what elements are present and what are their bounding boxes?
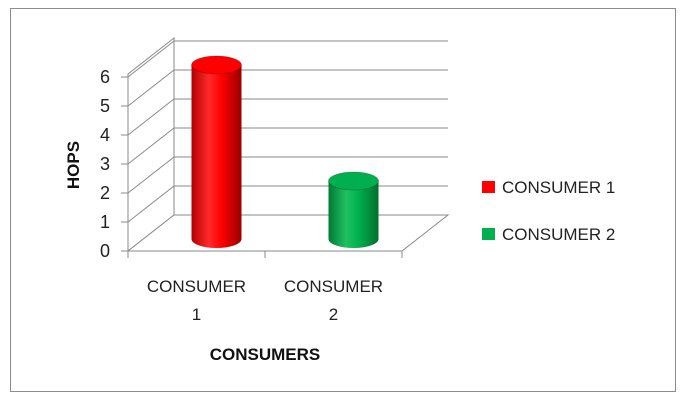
side-wall — [127, 36, 175, 253]
y-tick-label: 2 — [100, 183, 110, 203]
gridline — [127, 156, 448, 194]
y-tick-label: 0 — [100, 241, 110, 261]
y-tick-label: 3 — [100, 154, 110, 174]
x-axis-title: CONSUMERS — [210, 345, 321, 364]
y-tick-label: 4 — [100, 125, 110, 145]
labels-layer: 0 1 2 3 4 5 6 CONSUMER 1 CONSUMER 2 CONSUMERS HOPS — [64, 67, 383, 364]
plot-area — [121, 36, 450, 258]
x-category-label: 1 — [192, 305, 201, 324]
gridline — [127, 127, 448, 165]
legend-swatch — [482, 181, 495, 193]
legend: CONSUMER 1 CONSUMER 2 — [482, 178, 615, 244]
bar-cylinder-top — [191, 55, 242, 75]
legend-label: CONSUMER 2 — [502, 225, 615, 244]
y-tick-label: 6 — [100, 67, 110, 87]
y-tick-label: 1 — [100, 212, 110, 232]
x-category-label: CONSUMER — [147, 277, 246, 296]
y-tick-label: 5 — [100, 96, 110, 116]
legend-label: CONSUMER 1 — [502, 178, 615, 197]
gridline — [127, 98, 448, 136]
bar-cylinder-body — [191, 65, 242, 248]
floor — [126, 214, 450, 252]
bar-cylinder-top — [328, 171, 379, 191]
gridline — [127, 40, 448, 78]
gridline — [127, 69, 448, 107]
bar-cylinder-body — [328, 181, 379, 248]
y-axis-title: HOPS — [64, 141, 83, 189]
legend-swatch — [482, 228, 495, 240]
x-category-label: 2 — [329, 305, 338, 324]
x-category-label: CONSUMER — [284, 277, 383, 296]
